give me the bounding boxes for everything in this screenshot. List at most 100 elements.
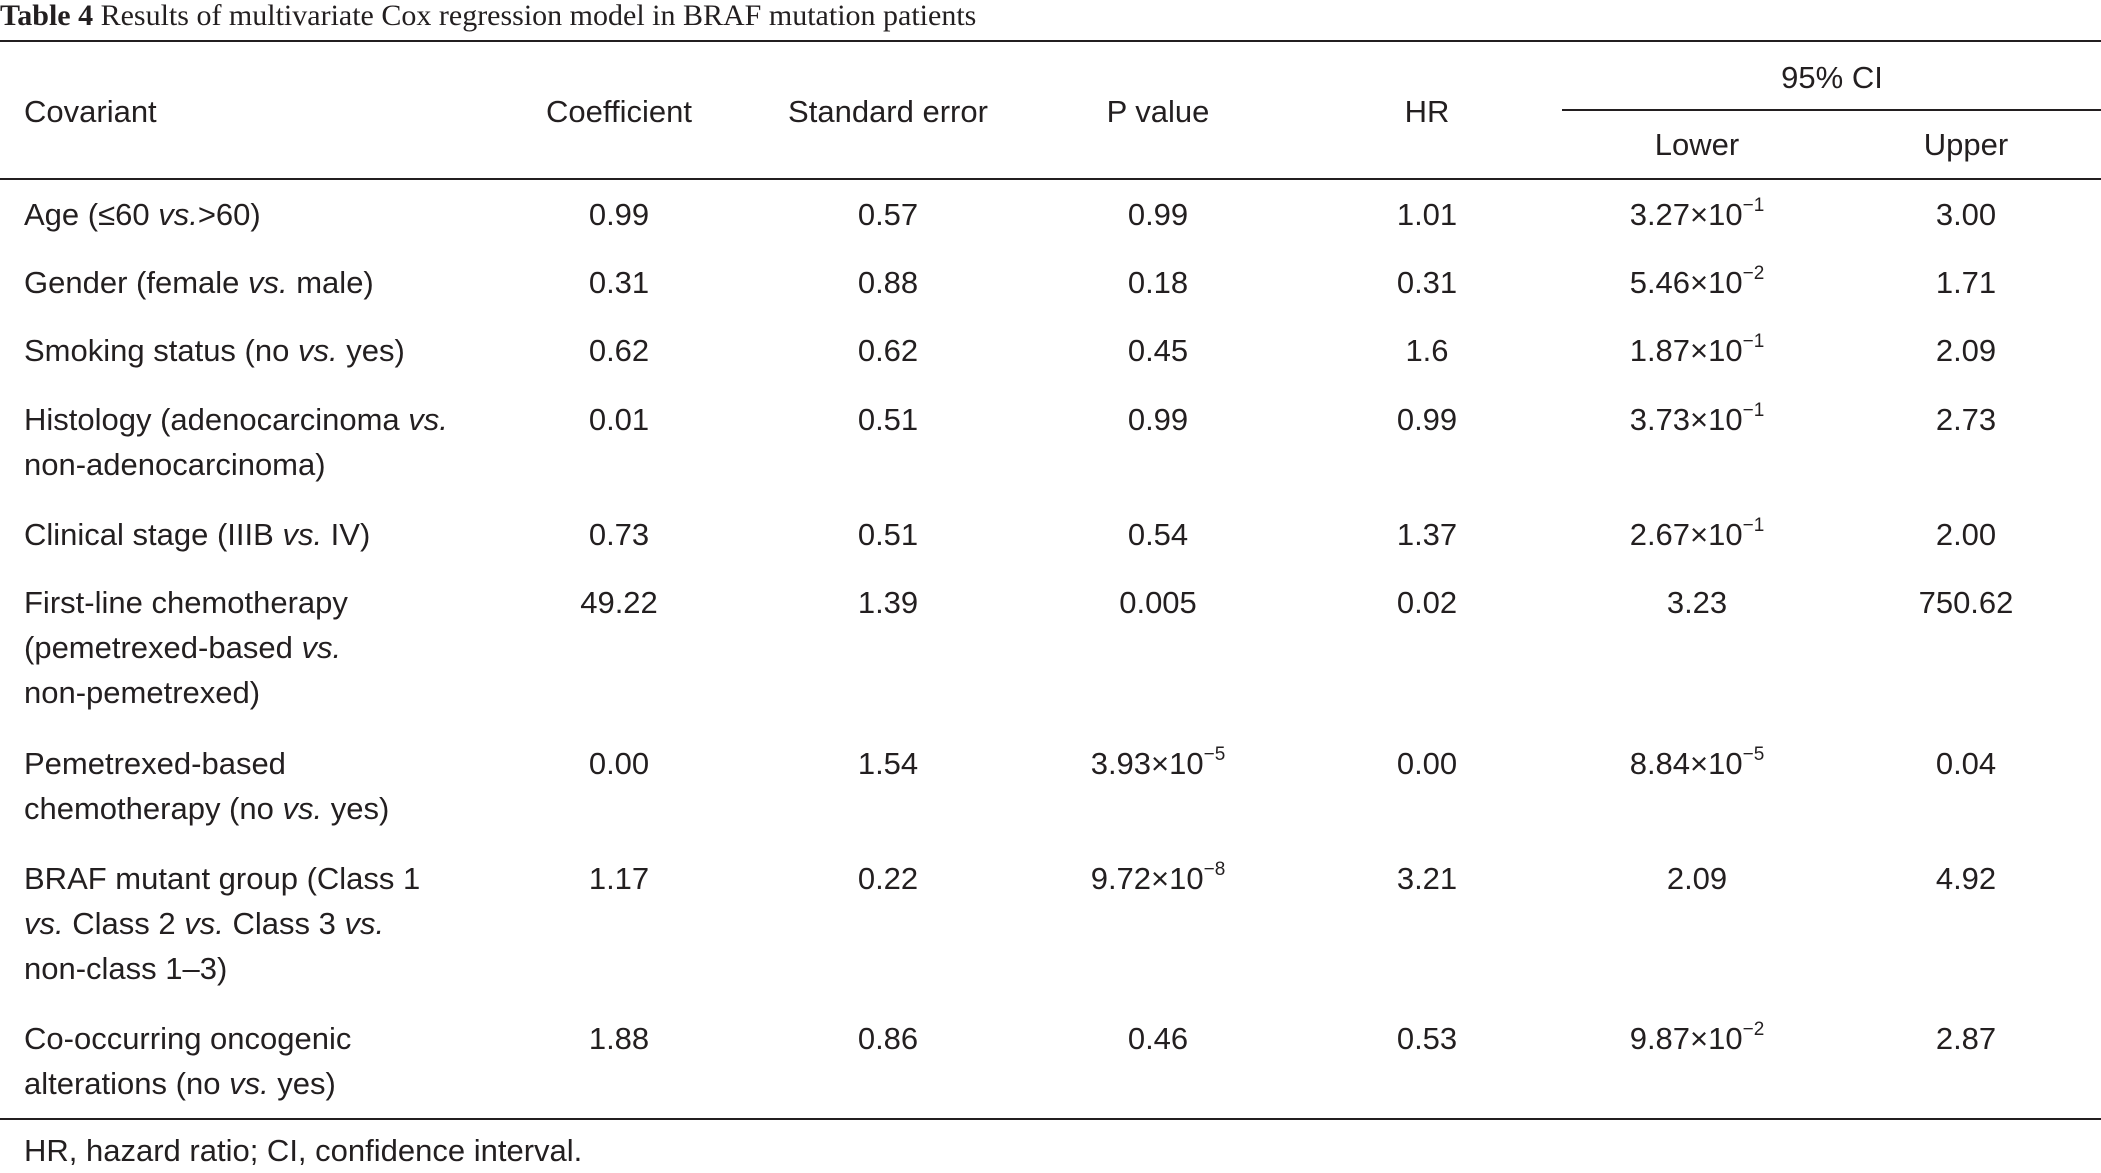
header-coefficient: Coefficient bbox=[546, 94, 692, 129]
value-exponent: −5 bbox=[1203, 743, 1226, 765]
header-rule bbox=[0, 178, 2101, 180]
cell-lower: 2.09 bbox=[1667, 856, 1727, 901]
table-caption: Table 4 Results of multivariate Cox regr… bbox=[0, 0, 976, 32]
cell-upper: 3.00 bbox=[1935, 197, 1997, 232]
covariant-line: Gender (female vs. male) bbox=[24, 265, 374, 300]
value-base: 0.99 bbox=[1127, 402, 1189, 437]
value-exponent: −1 bbox=[1742, 330, 1765, 352]
cell-upper: 2.00 bbox=[1935, 517, 1997, 552]
cell-upper: 2.73 bbox=[1935, 402, 1997, 437]
cell-covariant: Histology (adenocarcinoma vs. non-adenoca… bbox=[24, 397, 448, 487]
cell-standard-error: 1.39 bbox=[857, 585, 919, 620]
cell-coefficient: 0.00 bbox=[588, 746, 650, 781]
value-base: 9.72×10 bbox=[1090, 861, 1204, 896]
cell-upper: 4.92 bbox=[1935, 861, 1997, 896]
covariant-line: BRAF mutant group (Class 1 bbox=[24, 861, 421, 896]
header-upper: Upper bbox=[1923, 127, 2009, 162]
covariant-line: non-pemetrexed) bbox=[24, 675, 261, 710]
cell-hr: 0.99 bbox=[1396, 402, 1458, 437]
cell-p-value: 3.93×10−5 bbox=[1091, 741, 1226, 786]
cell-covariant: Age (≤60 vs.>60) bbox=[24, 192, 261, 237]
covariant-line: Pemetrexed-based bbox=[24, 746, 286, 781]
cell-covariant: Clinical stage (IIIB vs. IV) bbox=[24, 512, 370, 557]
covariant-line: Age (≤60 vs.>60) bbox=[24, 197, 261, 232]
cell-p-value: 0.99 bbox=[1128, 192, 1188, 237]
value-base: 2.67×10 bbox=[1629, 517, 1743, 552]
table-title: Results of multivariate Cox regression m… bbox=[100, 0, 977, 32]
value-base: 8.84×10 bbox=[1629, 746, 1743, 781]
cell-upper: 2.87 bbox=[1935, 1021, 1997, 1056]
value-base: 1.87×10 bbox=[1629, 333, 1743, 368]
covariant-line: (pemetrexed-based vs. bbox=[24, 630, 342, 665]
cell-coefficient: 0.62 bbox=[588, 333, 650, 368]
cell-p-value: 0.18 bbox=[1128, 260, 1188, 305]
covariant-line: non-class 1–3) bbox=[24, 951, 228, 986]
cell-coefficient: 0.31 bbox=[588, 265, 650, 300]
header-95-ci: 95% CI bbox=[1781, 60, 1883, 95]
covariant-line: First-line chemotherapy bbox=[24, 585, 348, 620]
cell-standard-error: 0.22 bbox=[857, 861, 919, 896]
top-rule bbox=[0, 40, 2101, 42]
cell-lower: 3.23 bbox=[1667, 580, 1727, 625]
covariant-line: non-adenocarcinoma) bbox=[24, 447, 326, 482]
header-p-value: P value bbox=[1106, 94, 1210, 129]
cell-hr: 1.01 bbox=[1396, 197, 1458, 232]
cell-lower: 5.46×10−2 bbox=[1630, 260, 1765, 305]
cell-upper: 750.62 bbox=[1918, 585, 2014, 620]
cell-p-value: 9.72×10−8 bbox=[1091, 856, 1226, 901]
cell-covariant: BRAF mutant group (Class 1 vs. Class 2 vs… bbox=[24, 856, 420, 991]
value-exponent: −8 bbox=[1203, 858, 1226, 880]
cell-hr: 1.37 bbox=[1396, 517, 1458, 552]
ci-rule bbox=[1562, 109, 2101, 111]
cell-standard-error: 0.51 bbox=[857, 402, 919, 437]
cell-coefficient: 49.22 bbox=[580, 585, 658, 620]
value-base: 0.54 bbox=[1127, 517, 1189, 552]
cell-lower: 9.87×10−2 bbox=[1630, 1016, 1765, 1061]
cell-lower: 2.67×10−1 bbox=[1630, 512, 1765, 557]
cell-p-value: 0.45 bbox=[1128, 328, 1188, 373]
cell-upper: 2.09 bbox=[1935, 333, 1997, 368]
covariant-line: Histology (adenocarcinoma vs. bbox=[24, 402, 448, 437]
cell-p-value: 0.005 bbox=[1119, 580, 1197, 625]
covariant-line: chemotherapy (no vs. yes) bbox=[24, 791, 390, 826]
value-base: 0.18 bbox=[1127, 265, 1189, 300]
cell-covariant: Smoking status (no vs. yes) bbox=[24, 328, 405, 373]
cell-coefficient: 1.88 bbox=[588, 1021, 650, 1056]
value-base: 9.87×10 bbox=[1629, 1021, 1743, 1056]
cell-covariant: Co-occurring oncogenic alterations (no vs… bbox=[24, 1016, 351, 1106]
cell-coefficient: 0.01 bbox=[588, 402, 650, 437]
value-exponent: −1 bbox=[1742, 399, 1765, 421]
cell-lower: 3.27×10−1 bbox=[1630, 192, 1765, 237]
value-base: 2.09 bbox=[1666, 861, 1728, 896]
covariant-line: vs. Class 2 vs. Class 3 vs. bbox=[24, 906, 385, 941]
header-lower: Lower bbox=[1654, 127, 1740, 162]
value-exponent: −2 bbox=[1742, 1018, 1765, 1040]
cell-upper: 0.04 bbox=[1935, 746, 1997, 781]
value-base: 0.99 bbox=[1127, 197, 1189, 232]
cell-coefficient: 1.17 bbox=[588, 861, 650, 896]
cell-lower: 8.84×10−5 bbox=[1630, 741, 1765, 786]
header-covariant: Covariant bbox=[24, 94, 157, 129]
cell-standard-error: 1.54 bbox=[857, 746, 919, 781]
cell-lower: 3.73×10−1 bbox=[1630, 397, 1765, 442]
bottom-rule bbox=[0, 1118, 2101, 1120]
cell-hr: 3.21 bbox=[1396, 861, 1458, 896]
covariant-line: Co-occurring oncogenic bbox=[24, 1021, 352, 1056]
covariant-line: alterations (no vs. yes) bbox=[24, 1066, 336, 1101]
cell-hr: 0.53 bbox=[1396, 1021, 1458, 1056]
cell-standard-error: 0.62 bbox=[857, 333, 919, 368]
value-base: 0.45 bbox=[1127, 333, 1189, 368]
header-standard-error: Standard error bbox=[788, 94, 988, 129]
value-exponent: −1 bbox=[1742, 194, 1765, 216]
cell-p-value: 0.99 bbox=[1128, 397, 1188, 442]
value-base: 3.73×10 bbox=[1629, 402, 1743, 437]
value-exponent: −2 bbox=[1742, 262, 1765, 284]
cell-p-value: 0.46 bbox=[1128, 1016, 1188, 1061]
cell-standard-error: 0.88 bbox=[857, 265, 919, 300]
cell-standard-error: 0.57 bbox=[857, 197, 919, 232]
value-base: 3.93×10 bbox=[1090, 746, 1204, 781]
cell-hr: 1.6 bbox=[1405, 333, 1449, 368]
cell-hr: 0.31 bbox=[1396, 265, 1458, 300]
covariant-line: Smoking status (no vs. yes) bbox=[24, 333, 405, 368]
cell-hr: 0.00 bbox=[1396, 746, 1458, 781]
